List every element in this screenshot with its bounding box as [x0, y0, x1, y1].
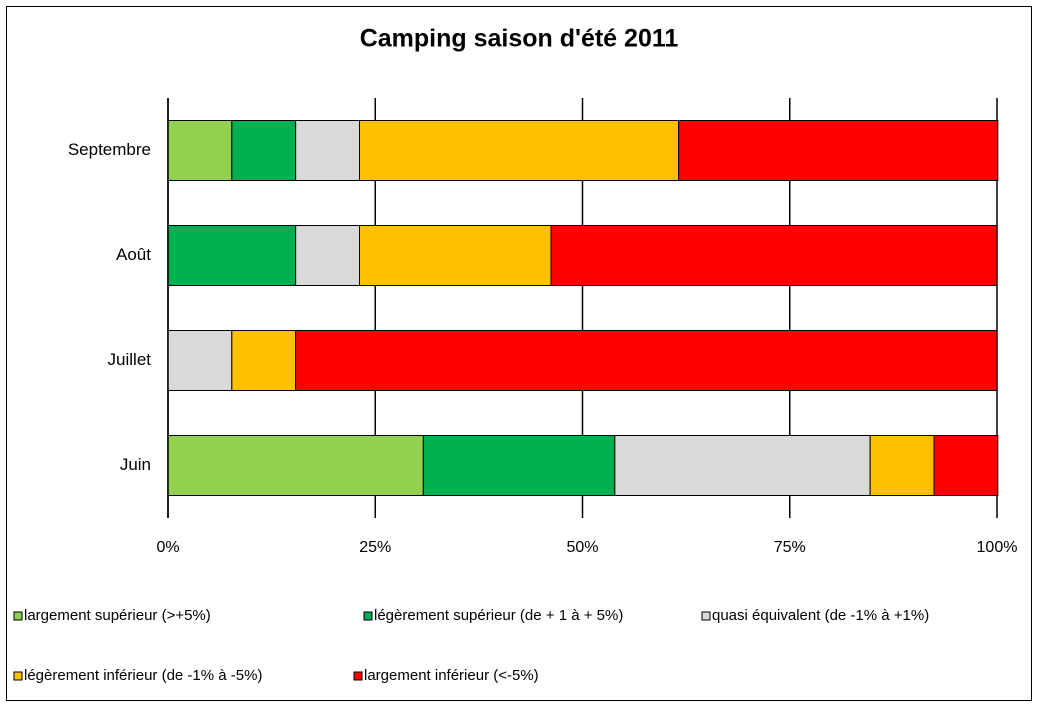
bar-segment [167, 435, 424, 496]
x-tick-label: 50% [566, 539, 598, 556]
x-tick-label: 75% [774, 539, 806, 556]
y-tick-label: Septembre [68, 140, 151, 159]
bar-segment [295, 225, 360, 286]
y-tick-label: Août [116, 245, 151, 264]
bar-segment [167, 330, 233, 391]
bar-segment [295, 120, 360, 181]
x-tick-label: 100% [977, 539, 1018, 556]
legend-label: quasi équivalent (de -1% à +1%) [712, 607, 929, 624]
bar-segment [295, 330, 998, 391]
bar-segment [231, 120, 297, 181]
legend-swatch [353, 671, 363, 681]
bar-segment [358, 225, 552, 286]
bar-segment [231, 330, 297, 391]
legend-label: légèrement supérieur (de + 1 à + 5%) [374, 607, 623, 624]
bar-segment [678, 120, 999, 181]
legend-label: largement supérieur (>+5%) [24, 607, 211, 624]
bar-segment [614, 435, 871, 496]
bar-segment [422, 435, 616, 496]
bar-segment [167, 120, 233, 181]
x-tick-label: 0% [156, 539, 179, 556]
bar-segment [167, 225, 297, 286]
legend-label: légèrement inférieur (de -1% à -5%) [24, 667, 262, 684]
bar-segment [358, 120, 680, 181]
legend-swatch [13, 611, 23, 621]
chart-title: Camping saison d'été 2011 [360, 25, 679, 53]
y-tick-label: Juillet [108, 350, 152, 369]
y-tick-label: Juin [120, 455, 151, 474]
x-tick-label: 25% [359, 539, 391, 556]
legend-swatch [701, 611, 711, 621]
legend-swatch [13, 671, 23, 681]
legend-label: largement inférieur (<-5%) [364, 667, 539, 684]
bar-segment [933, 435, 999, 496]
bar-segment [869, 435, 935, 496]
legend-swatch [363, 611, 373, 621]
bar-segment [550, 225, 998, 286]
